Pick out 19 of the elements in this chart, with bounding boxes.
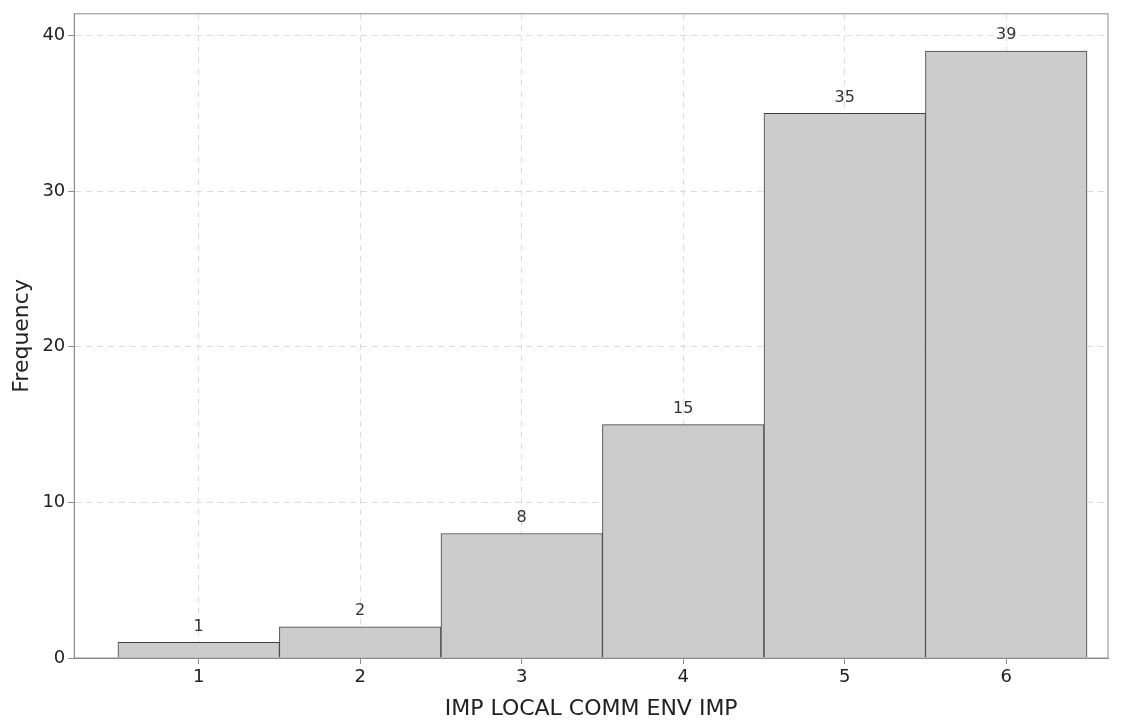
- data-label: 15: [673, 397, 694, 417]
- y-tick-label: 40: [42, 23, 66, 45]
- x-tick-label: 1: [192, 665, 205, 687]
- data-label: 2: [355, 600, 366, 620]
- y-tick-label: 0: [53, 645, 66, 667]
- x-tick-label: 3: [515, 665, 528, 687]
- data-label: 8: [516, 506, 527, 526]
- y-tick-label: 30: [42, 178, 66, 200]
- x-axis-title: IMP LOCAL COMM ENV IMP: [444, 694, 738, 720]
- data-label: 1: [193, 615, 204, 635]
- y-axis-title: Frequency: [7, 279, 33, 393]
- x-tick-label: 2: [354, 665, 366, 687]
- y-tick-label: 10: [42, 490, 66, 512]
- x-tick-label: 6: [1000, 665, 1012, 687]
- data-label: 39: [996, 24, 1017, 44]
- x-tick-label: 4: [677, 665, 689, 687]
- y-tick-label: 20: [42, 334, 66, 356]
- data-label: 35: [834, 86, 855, 106]
- x-tick-label: 5: [839, 665, 851, 687]
